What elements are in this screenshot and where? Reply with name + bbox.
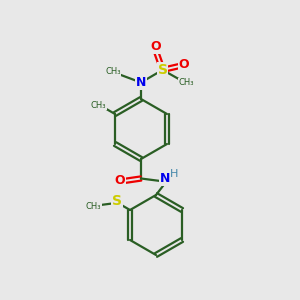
Text: CH₃: CH₃: [105, 67, 121, 76]
Text: CH₃: CH₃: [86, 202, 101, 211]
Text: CH₃: CH₃: [179, 78, 194, 87]
Text: H: H: [170, 169, 178, 179]
Text: O: O: [114, 174, 125, 188]
Text: N: N: [136, 76, 146, 89]
Text: O: O: [151, 40, 161, 53]
Text: N: N: [160, 172, 170, 185]
Text: S: S: [158, 63, 168, 77]
Text: O: O: [178, 58, 189, 71]
Text: S: S: [112, 194, 122, 208]
Text: CH₃: CH₃: [91, 100, 106, 109]
